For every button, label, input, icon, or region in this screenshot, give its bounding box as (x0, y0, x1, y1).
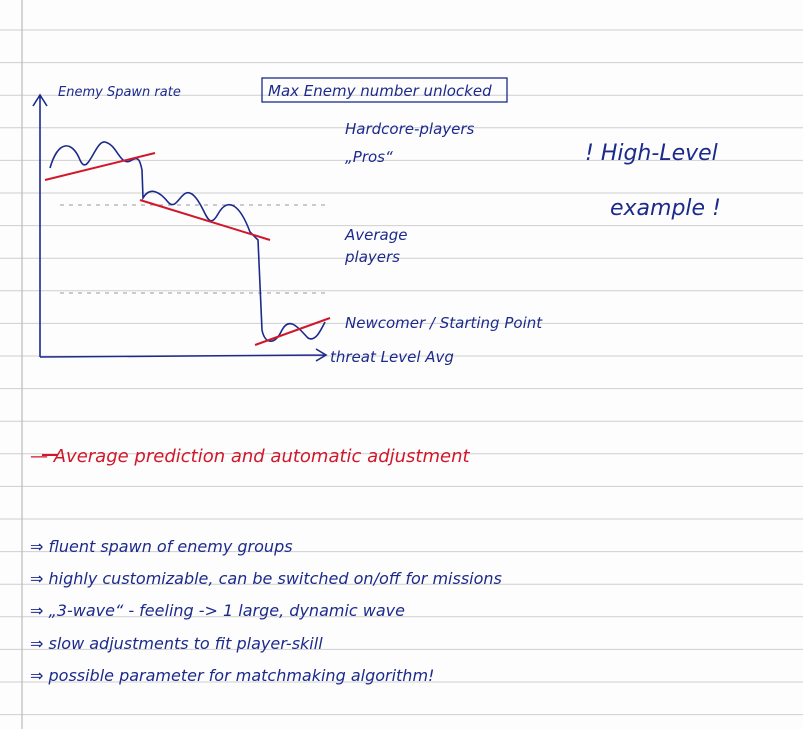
zone-label: Average (344, 226, 407, 244)
zone-dividers (60, 204, 330, 294)
side-note: ! High-Level (585, 141, 718, 166)
bullet: ⇒ fluent spawn of enemy groups (30, 537, 293, 556)
bullet: ⇒ slow adjustments to fit player-skill (30, 634, 323, 653)
summary: — Average prediction and automatic adjus… (30, 446, 470, 467)
average-lines (44, 152, 331, 346)
y-axis-label: Enemy Spawn rate (58, 85, 181, 100)
sketch-axes (32, 93, 328, 362)
x-axis-label: threat Level Avg (330, 348, 454, 366)
zone-label: players (344, 248, 400, 266)
side-note: example ! (610, 196, 721, 221)
spawn-curve (49, 141, 326, 343)
bullet: ⇒ highly customizable, can be switched o… (30, 569, 502, 588)
note-box (261, 77, 508, 103)
bullet: ⇒ „3-wave“ - feeling -> 1 large, dynamic… (30, 601, 405, 620)
bullet: ⇒ possible parameter for matchmaking alg… (30, 666, 434, 685)
boxed-note: Max Enemy number unlocked (268, 82, 492, 100)
zone-label: Newcomer / Starting Point (345, 314, 543, 332)
zone-label: „Pros“ (345, 148, 393, 166)
zone-label: Hardcore-players (345, 120, 475, 138)
